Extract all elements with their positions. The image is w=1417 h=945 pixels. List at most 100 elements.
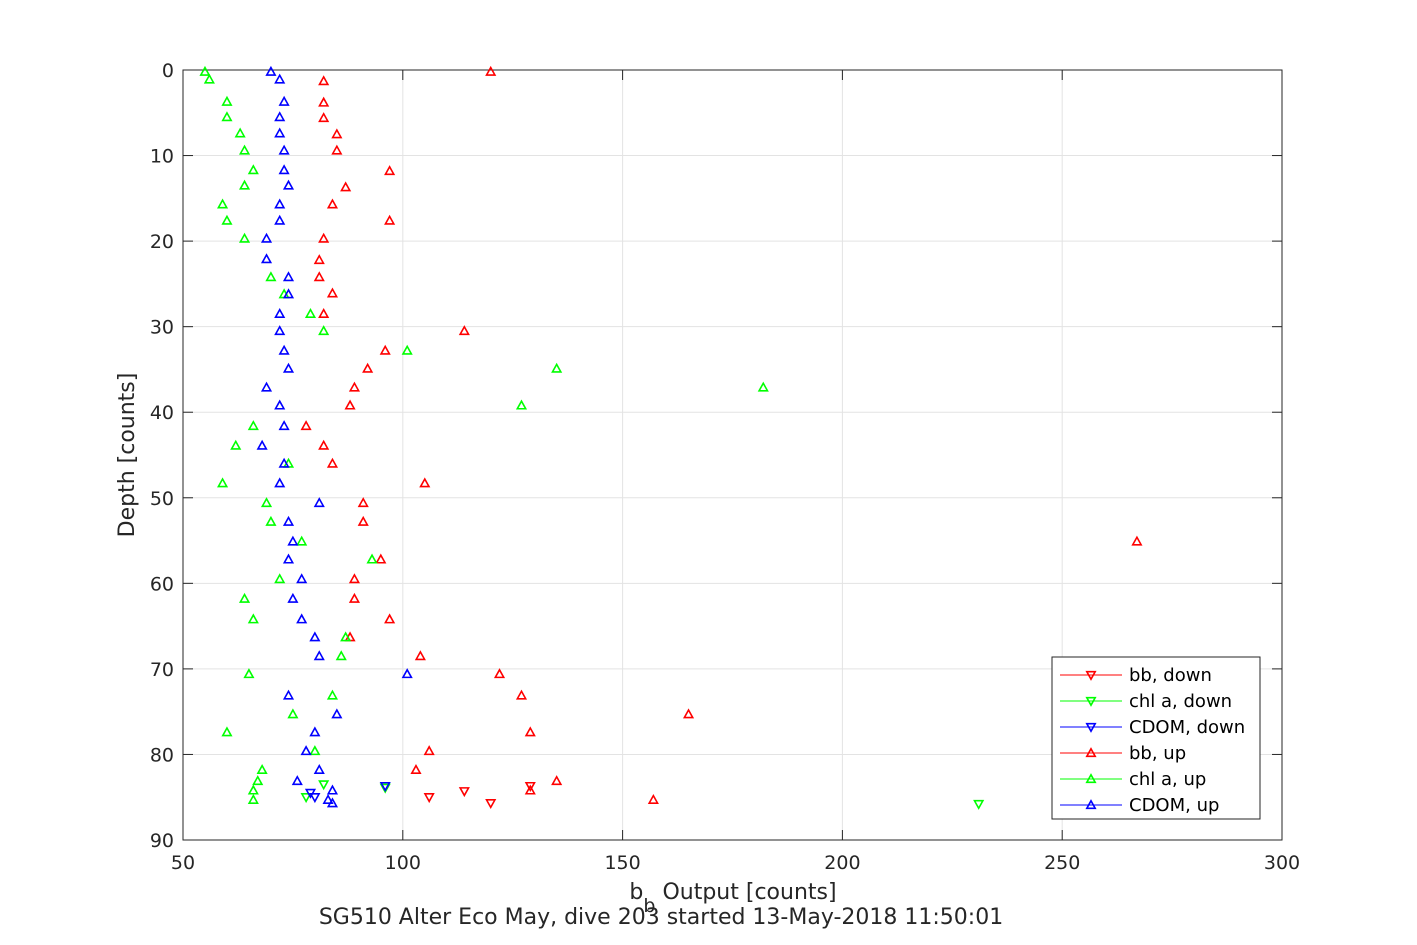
- legend-box: [1051, 656, 1261, 820]
- data-point: [401, 344, 413, 355]
- data-point: [313, 763, 325, 775]
- data-point: [221, 726, 233, 737]
- data-point: [331, 128, 343, 139]
- data-point: [282, 288, 295, 299]
- series-2-markers: [304, 781, 391, 804]
- data-point: [230, 439, 242, 450]
- data-point: [282, 271, 295, 282]
- data-point: [384, 165, 396, 176]
- y-tick-label: 30: [150, 317, 174, 339]
- data-point: [348, 573, 361, 584]
- data-point: [348, 592, 361, 603]
- data-point: [379, 344, 391, 355]
- data-point: [647, 793, 659, 804]
- data-point: [973, 799, 985, 810]
- data-point: [357, 497, 369, 508]
- data-point: [238, 144, 251, 155]
- data-point: [238, 232, 251, 243]
- data-point: [326, 784, 339, 795]
- data-point: [524, 726, 536, 737]
- data-point: [318, 96, 330, 107]
- y-tick-label: 0: [162, 60, 174, 82]
- data-point: [384, 214, 396, 225]
- y-tick-label: 90: [150, 830, 174, 852]
- data-point: [278, 420, 290, 431]
- data-point: [318, 780, 330, 791]
- data-point: [274, 399, 286, 410]
- data-point: [485, 65, 497, 76]
- data-point: [274, 477, 286, 488]
- data-point: [221, 95, 233, 106]
- data-point: [458, 787, 470, 798]
- data-point: [256, 439, 268, 450]
- series-0-markers: [423, 781, 536, 810]
- data-point: [278, 95, 290, 106]
- data-point: [318, 439, 330, 450]
- y-tick-label: 60: [150, 573, 174, 595]
- x-axis-label-main: b: [629, 880, 643, 905]
- legend-label: CDOM, up: [1129, 795, 1219, 816]
- data-point: [247, 420, 259, 431]
- y-tick-label: 10: [150, 146, 174, 168]
- data-point: [287, 535, 299, 546]
- legend-marker: [1085, 670, 1097, 681]
- data-point: [247, 793, 259, 804]
- data-point: [379, 781, 391, 792]
- data-point: [282, 689, 295, 700]
- data-point: [217, 477, 229, 488]
- data-point: [340, 631, 352, 642]
- data-point: [247, 164, 259, 175]
- data-point: [326, 689, 339, 700]
- series-5-markers: [256, 65, 413, 808]
- data-point: [217, 198, 229, 209]
- x-axis-label: bb Output [counts]: [629, 880, 836, 917]
- data-point: [274, 198, 286, 209]
- data-point: [274, 214, 286, 225]
- data-point: [278, 457, 290, 468]
- data-point: [366, 553, 378, 564]
- data-point: [318, 307, 330, 318]
- y-tick-label: 50: [150, 488, 174, 510]
- data-point: [313, 254, 325, 265]
- data-point: [458, 325, 470, 336]
- data-point: [1131, 535, 1143, 546]
- series-3-markers: [300, 65, 1143, 804]
- data-point: [485, 799, 497, 810]
- data-point: [274, 325, 286, 336]
- data-point: [515, 689, 528, 700]
- data-point: [362, 362, 374, 373]
- chart-title: SG510 Alter Eco May, dive 203 started 13…: [319, 905, 1003, 930]
- data-point: [260, 253, 273, 264]
- legend-label: CDOM, down: [1129, 717, 1245, 738]
- data-point: [313, 271, 325, 282]
- data-point: [287, 592, 299, 603]
- y-tick-label: 20: [150, 231, 174, 253]
- data-point: [309, 631, 321, 642]
- data-point: [278, 344, 290, 355]
- data-point: [282, 553, 295, 564]
- series-4-markers: [199, 65, 769, 804]
- legend: bb, down chl a, down CDOM, down bb, up chl a…: [1051, 656, 1261, 820]
- data-point: [265, 65, 277, 76]
- data-point: [309, 726, 321, 737]
- data-point: [331, 144, 343, 155]
- data-point: [318, 232, 330, 243]
- data-point: [282, 362, 295, 373]
- data-point: [260, 497, 273, 508]
- legend-marker: [1085, 773, 1097, 784]
- data-point: [296, 613, 308, 624]
- data-point: [524, 784, 536, 795]
- data-point: [318, 75, 330, 86]
- data-point: [322, 793, 334, 804]
- data-point: [423, 745, 435, 756]
- data-point: [203, 73, 215, 84]
- data-point: [247, 613, 259, 624]
- data-point: [260, 381, 273, 392]
- data-point: [401, 668, 413, 679]
- data-point: [282, 515, 295, 526]
- legend-label: chl a, down: [1129, 691, 1232, 712]
- x-tick-label: 150: [604, 852, 640, 874]
- data-point: [296, 535, 308, 546]
- x-tick-label: 300: [1264, 852, 1300, 874]
- data-point: [318, 325, 330, 336]
